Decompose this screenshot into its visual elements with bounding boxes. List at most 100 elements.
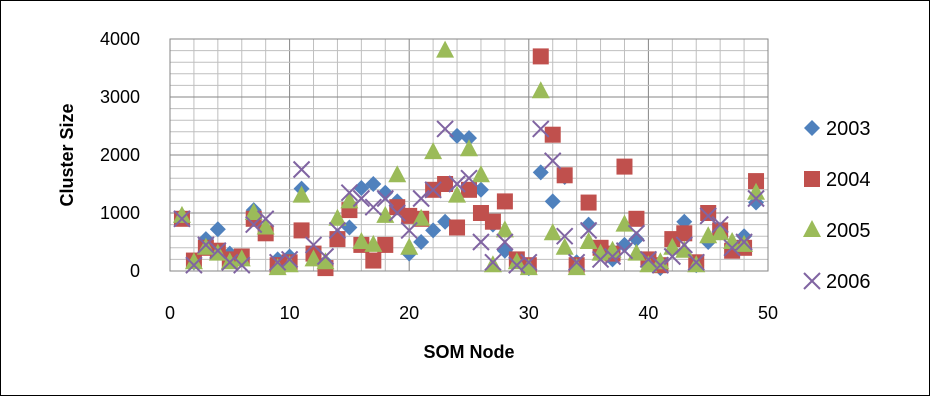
series-2006 (173, 120, 765, 274)
data-point-2006 (723, 239, 741, 257)
data-point-2006 (364, 198, 383, 216)
x-tick-label: 20 (399, 303, 419, 323)
data-point-2005 (256, 217, 275, 235)
data-point-2006 (627, 224, 646, 243)
data-point-2005 (424, 142, 443, 160)
data-point-2005 (603, 240, 622, 258)
legend-label: 2005 (826, 220, 871, 242)
y-tick-label: 4000 (100, 29, 140, 49)
x-tick-label: 50 (758, 303, 778, 323)
data-point-2006 (197, 236, 215, 254)
legend-item-2005: 2005 (803, 220, 871, 242)
data-point-2005 (675, 240, 694, 258)
data-point-2006 (245, 215, 263, 234)
data-point-2006 (185, 256, 203, 274)
data-point-2006 (233, 256, 251, 274)
data-point-2005 (436, 40, 455, 58)
data-point-2003 (353, 180, 370, 197)
data-point-2006 (603, 247, 622, 266)
legend-item-2004: 2004 (804, 169, 871, 191)
data-point-2006 (591, 250, 610, 269)
data-point-2004 (461, 181, 477, 198)
data-point-2005 (615, 214, 634, 232)
legend-marker-2005 (803, 220, 821, 237)
data-point-2003 (580, 216, 597, 233)
data-point-2005 (531, 81, 550, 99)
data-point-2004 (676, 225, 693, 242)
y-axis-title: Cluster Size (57, 103, 77, 206)
data-point-2006 (256, 210, 275, 228)
data-point-2005 (663, 237, 682, 255)
data-point-2006 (424, 181, 442, 199)
data-point-2006 (460, 169, 478, 187)
data-point-2006 (651, 256, 670, 274)
x-tick-label: 10 (280, 303, 300, 323)
data-point-2006 (340, 183, 359, 202)
data-point-2005 (316, 252, 335, 270)
data-point-2004 (329, 231, 346, 248)
data-point-2005 (412, 208, 431, 226)
data-point-2005 (376, 205, 395, 223)
data-point-2005 (555, 237, 574, 255)
data-point-2005 (519, 258, 538, 276)
data-point-2006 (412, 189, 430, 208)
data-point-2006 (472, 233, 490, 251)
data-point-2006 (484, 253, 502, 272)
data-point-2005 (328, 208, 347, 226)
data-point-2005 (495, 220, 514, 238)
legend-marker-2003 (804, 120, 820, 136)
data-point-2005 (460, 139, 478, 157)
data-point-2005 (448, 185, 467, 203)
data-point-2005 (280, 255, 299, 273)
legend-marker-2004 (804, 171, 820, 187)
data-point-2006 (280, 250, 299, 269)
data-point-2006 (173, 210, 191, 228)
data-point-2006 (268, 253, 287, 272)
data-point-2005 (232, 249, 251, 267)
data-point-2005 (567, 258, 586, 276)
y-tick-label: 1000 (100, 203, 140, 223)
data-point-2003 (544, 193, 561, 210)
data-point-2004 (616, 158, 633, 175)
data-point-2005 (388, 165, 407, 183)
x-tick-label: 0 (165, 303, 175, 323)
legend-item-2006: 2006 (803, 271, 871, 293)
data-point-2006 (579, 221, 598, 240)
data-points (172, 40, 766, 277)
data-point-2004 (377, 236, 394, 253)
data-point-2004 (748, 173, 765, 190)
data-point-2004 (437, 176, 454, 192)
data-point-2005 (304, 249, 323, 267)
data-point-2005 (172, 205, 191, 223)
data-point-2005 (543, 223, 562, 241)
x-axis-title: SOM Node (423, 342, 514, 362)
data-point-2005 (711, 223, 730, 241)
legend-item-2003: 2003 (804, 118, 871, 140)
data-point-2006 (675, 236, 693, 254)
data-point-2006 (496, 233, 514, 251)
data-point-2005 (184, 252, 203, 270)
data-point-2005 (471, 165, 490, 183)
data-point-2006 (292, 160, 311, 179)
data-point-2006 (376, 189, 394, 208)
legend: 2003 2004 2005 2006 (803, 118, 871, 293)
data-point-2005 (400, 237, 419, 255)
data-point-2006 (388, 204, 406, 222)
data-point-2006 (555, 227, 574, 245)
data-point-2005 (723, 232, 742, 249)
plot-area-border (169, 38, 769, 272)
y-tick-label: 2000 (100, 145, 140, 165)
data-point-2006 (508, 256, 526, 274)
axes: 0 10 20 30 40 50 0 1000 2000 3000 4000 (100, 29, 778, 323)
data-point-2005 (352, 232, 371, 249)
data-point-2006 (687, 253, 705, 272)
x-tick-label: 40 (638, 303, 658, 323)
data-point-2006 (639, 250, 658, 269)
data-point-2006 (436, 120, 454, 138)
legend-label: 2004 (826, 169, 871, 191)
data-point-2006 (699, 207, 717, 225)
data-point-2003 (377, 184, 394, 201)
x-tick-label: 30 (519, 303, 539, 323)
data-point-2003 (209, 221, 226, 238)
